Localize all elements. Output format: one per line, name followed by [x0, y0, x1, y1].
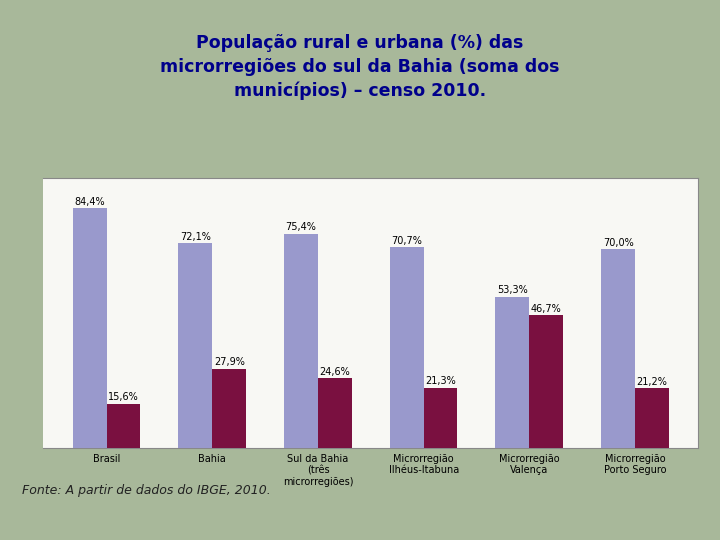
Bar [601, 249, 635, 448]
Bar [495, 296, 529, 448]
Text: 84,4%: 84,4% [74, 197, 105, 207]
Text: População rural e urbana (%) das
microrregiões do sul da Bahia (soma dos
municíp: População rural e urbana (%) das microrr… [161, 35, 559, 100]
Text: 46,7%: 46,7% [531, 304, 562, 314]
Bar [73, 208, 107, 448]
Text: 70,0%: 70,0% [603, 238, 634, 248]
Bar [179, 244, 212, 448]
Bar [212, 369, 246, 448]
Bar [390, 247, 423, 448]
Bar [284, 234, 318, 448]
Text: 75,4%: 75,4% [286, 222, 317, 233]
Bar [529, 315, 563, 448]
Bar [635, 388, 669, 448]
Text: Fonte: A partir de dados do IBGE, 2010.: Fonte: A partir de dados do IBGE, 2010. [22, 484, 270, 497]
Bar [318, 379, 352, 448]
Bar [107, 404, 140, 448]
Text: 21,2%: 21,2% [636, 376, 667, 387]
Text: 53,3%: 53,3% [497, 285, 528, 295]
Text: 27,9%: 27,9% [214, 357, 245, 368]
Text: 70,7%: 70,7% [391, 236, 422, 246]
Text: 72,1%: 72,1% [180, 232, 211, 242]
Text: 21,3%: 21,3% [426, 376, 456, 386]
Text: 24,6%: 24,6% [320, 367, 350, 377]
Text: 15,6%: 15,6% [108, 393, 139, 402]
Bar [423, 388, 457, 448]
